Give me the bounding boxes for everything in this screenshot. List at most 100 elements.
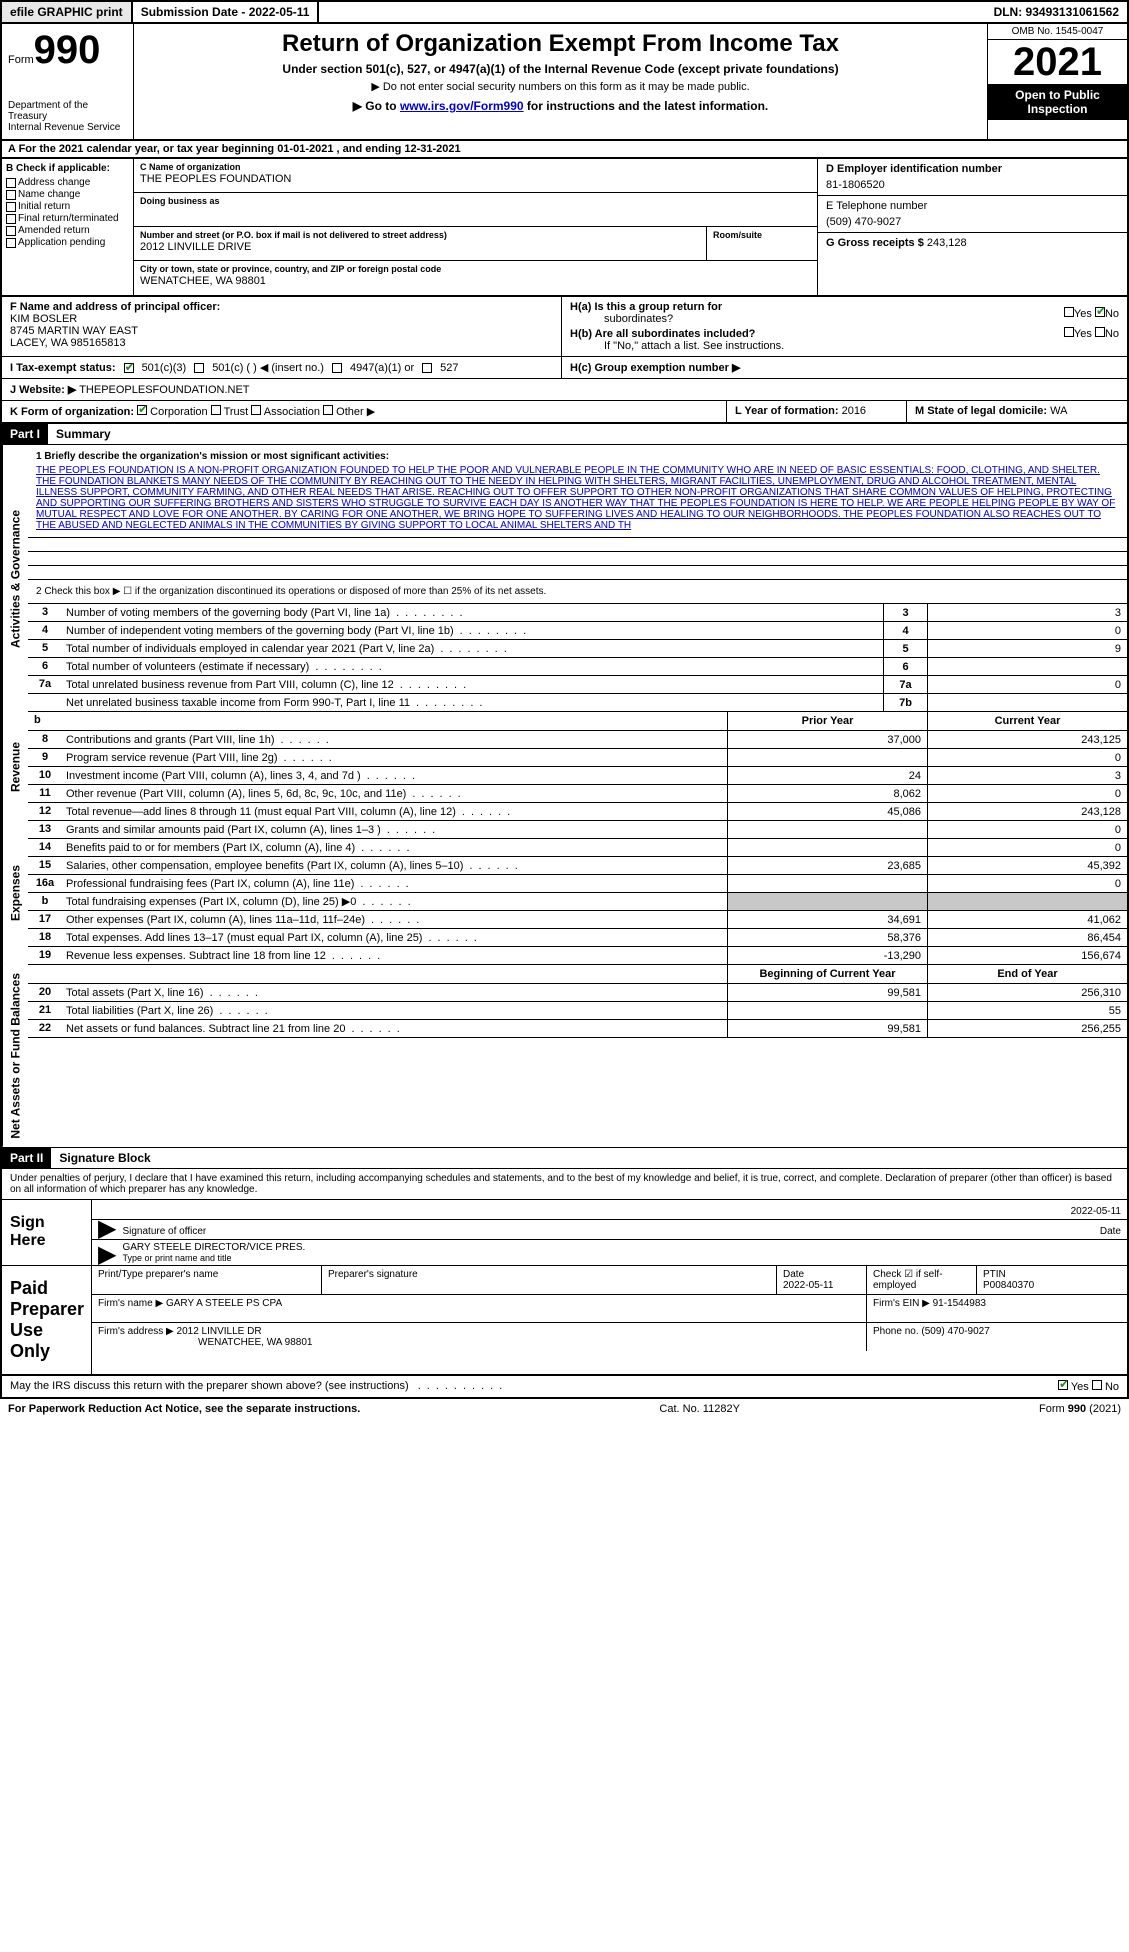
line-number: 20 <box>28 984 62 1001</box>
section-revenue: Revenue b Prior Year Current Year 8 Cont… <box>0 712 1129 821</box>
discuss-question: May the IRS discuss this return with the… <box>10 1380 409 1392</box>
efile-print-button[interactable]: efile GRAPHIC print <box>2 2 133 22</box>
discuss-row: May the IRS discuss this return with the… <box>0 1376 1129 1399</box>
line-number: 7a <box>28 676 62 693</box>
chk-amended-return[interactable] <box>6 226 16 236</box>
table-row: 21 Total liabilities (Part X, line 26)..… <box>28 1002 1127 1020</box>
line-number: 8 <box>28 731 62 748</box>
end-year-header: End of Year <box>927 965 1127 983</box>
irs-link[interactable]: www.irs.gov/Form990 <box>400 99 524 113</box>
chk-association[interactable] <box>251 405 261 415</box>
form-header: Form 990 Department of the Treasury Inte… <box>0 24 1129 141</box>
line-number: 16a <box>28 875 62 892</box>
street-address: 2012 LINVILLE DRIVE <box>140 241 700 253</box>
line-number: 22 <box>28 1020 62 1037</box>
sign-here-label: Sign Here <box>2 1200 92 1265</box>
table-row: 20 Total assets (Part X, line 16)...... … <box>28 984 1127 1002</box>
inspection-notice: Open to Public Inspection <box>988 84 1127 120</box>
chk-527[interactable] <box>422 363 432 373</box>
chk-ha-no[interactable] <box>1095 307 1105 317</box>
prior-value <box>727 893 927 910</box>
blank-line-2 <box>28 552 1127 566</box>
line-number: 11 <box>28 785 62 802</box>
form-title: Return of Organization Exempt From Incom… <box>146 30 975 58</box>
table-row: 14 Benefits paid to or for members (Part… <box>28 839 1127 857</box>
line-description: Contributions and grants (Part VIII, lin… <box>62 731 727 748</box>
chk-trust[interactable] <box>211 405 221 415</box>
row-a-period: A For the 2021 calendar year, or tax yea… <box>0 141 1129 159</box>
current-value: 256,310 <box>927 984 1127 1001</box>
begin-year-header: Beginning of Current Year <box>727 965 927 983</box>
line-value: 0 <box>927 622 1127 639</box>
line-description: Salaries, other compensation, employee b… <box>62 857 727 874</box>
line-number: 15 <box>28 857 62 874</box>
table-row: 19 Revenue less expenses. Subtract line … <box>28 947 1127 965</box>
chk-discuss-yes[interactable] <box>1058 1380 1068 1390</box>
chk-corporation[interactable] <box>137 405 147 415</box>
firm-phone-label: Phone no. <box>873 1326 919 1337</box>
mission-text[interactable]: THE PEOPLES FOUNDATION IS A NON-PROFIT O… <box>36 465 1115 531</box>
chk-initial-return[interactable] <box>6 202 16 212</box>
line-description: Program service revenue (Part VIII, line… <box>62 749 727 766</box>
line-description: Total expenses. Add lines 13–17 (must eq… <box>62 929 727 946</box>
opt-address-change: Address change <box>18 177 90 188</box>
ha-label2: subordinates? <box>604 313 673 325</box>
firm-addr2: WENATCHEE, WA 98801 <box>198 1337 860 1348</box>
line-description: Other expenses (Part IX, column (A), lin… <box>62 911 727 928</box>
gross-receipts-label: G Gross receipts $ <box>826 237 924 249</box>
website-value: THEPEOPLESFOUNDATION.NET <box>79 384 249 396</box>
chk-hb-no[interactable] <box>1095 327 1105 337</box>
table-row: 6 Total number of volunteers (estimate i… <box>28 658 1127 676</box>
line-number: 19 <box>28 947 62 964</box>
opt-amended-return: Amended return <box>18 225 90 236</box>
line-description: Net assets or fund balances. Subtract li… <box>62 1020 727 1037</box>
opt-initial-return: Initial return <box>18 201 70 212</box>
paperwork-notice: For Paperwork Reduction Act Notice, see … <box>8 1403 360 1415</box>
addr-label: Number and street (or P.O. box if mail i… <box>140 230 700 240</box>
line-description: Net unrelated business taxable income fr… <box>62 694 883 711</box>
signer-name: GARY STEELE DIRECTOR/VICE PRES. <box>122 1242 305 1253</box>
tab-revenue: Revenue <box>2 712 28 821</box>
line-number: 17 <box>28 911 62 928</box>
part-ii-label: Part II <box>2 1148 51 1168</box>
chk-501c[interactable] <box>194 363 204 373</box>
discuss-yes: Yes <box>1071 1381 1089 1393</box>
submission-date: Submission Date - 2022-05-11 <box>133 2 320 22</box>
current-value: 41,062 <box>927 911 1127 928</box>
prior-value: 99,581 <box>727 984 927 1001</box>
line-number: 21 <box>28 1002 62 1019</box>
domicile-label: M State of legal domicile: <box>915 405 1047 417</box>
firm-phone: (509) 470-9027 <box>921 1326 989 1337</box>
prep-sig-header: Preparer's signature <box>322 1266 777 1294</box>
line-value: 9 <box>927 640 1127 657</box>
chk-discuss-no[interactable] <box>1092 1380 1102 1390</box>
chk-final-return[interactable] <box>6 214 16 224</box>
line-description: Grants and similar amounts paid (Part IX… <box>62 821 727 838</box>
chk-hb-yes[interactable] <box>1064 327 1074 337</box>
table-row: 17 Other expenses (Part IX, column (A), … <box>28 911 1127 929</box>
chk-501c3[interactable] <box>124 363 134 373</box>
dots: .......... <box>418 1380 509 1392</box>
tab-expenses: Expenses <box>2 821 28 965</box>
chk-address-change[interactable] <box>6 178 16 188</box>
line-number <box>28 694 62 711</box>
tab-governance: Activities & Governance <box>2 445 28 712</box>
form-footer: Form 990 (2021) <box>1039 1403 1121 1415</box>
row-j: J Website: ▶ THEPEOPLESFOUNDATION.NET <box>0 379 1129 401</box>
form-org-label: K Form of organization: <box>10 406 134 418</box>
line-value <box>927 694 1127 711</box>
table-row: 10 Investment income (Part VIII, column … <box>28 767 1127 785</box>
chk-ha-yes[interactable] <box>1064 307 1074 317</box>
chk-4947[interactable] <box>332 363 342 373</box>
hb-label: H(b) Are all subordinates included? <box>570 328 755 340</box>
chk-other[interactable] <box>323 405 333 415</box>
line-description: Professional fundraising fees (Part IX, … <box>62 875 727 892</box>
table-row: Net unrelated business taxable income fr… <box>28 694 1127 712</box>
phone-value: (509) 470-9027 <box>826 216 1119 228</box>
table-row: 4 Number of independent voting members o… <box>28 622 1127 640</box>
line-box: 7a <box>883 676 927 693</box>
current-value: 0 <box>927 839 1127 856</box>
chk-application-pending[interactable] <box>6 238 16 248</box>
ssn-note: ▶ Do not enter social security numbers o… <box>146 80 975 93</box>
chk-name-change[interactable] <box>6 190 16 200</box>
